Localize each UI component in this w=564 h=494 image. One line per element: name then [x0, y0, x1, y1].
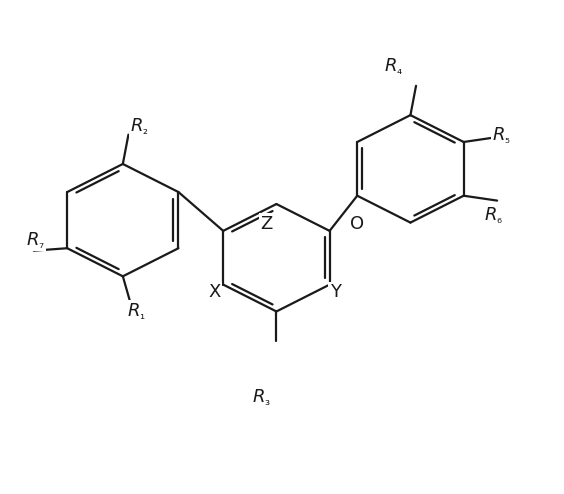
Text: $R_₁$: $R_₁$ — [127, 301, 146, 322]
Text: $R_₃$: $R_₃$ — [252, 387, 271, 408]
Text: $R_₅$: $R_₅$ — [492, 124, 511, 145]
Text: $R_₄$: $R_₄$ — [384, 56, 403, 76]
Text: $R_₆$: $R_₆$ — [483, 205, 503, 225]
Text: O: O — [350, 214, 364, 233]
Text: X: X — [209, 283, 221, 301]
Text: $R_₇$: $R_₇$ — [26, 230, 45, 249]
Text: $R_₂$: $R_₂$ — [130, 116, 149, 136]
Text: Z: Z — [260, 214, 272, 233]
Text: Y: Y — [329, 283, 341, 301]
